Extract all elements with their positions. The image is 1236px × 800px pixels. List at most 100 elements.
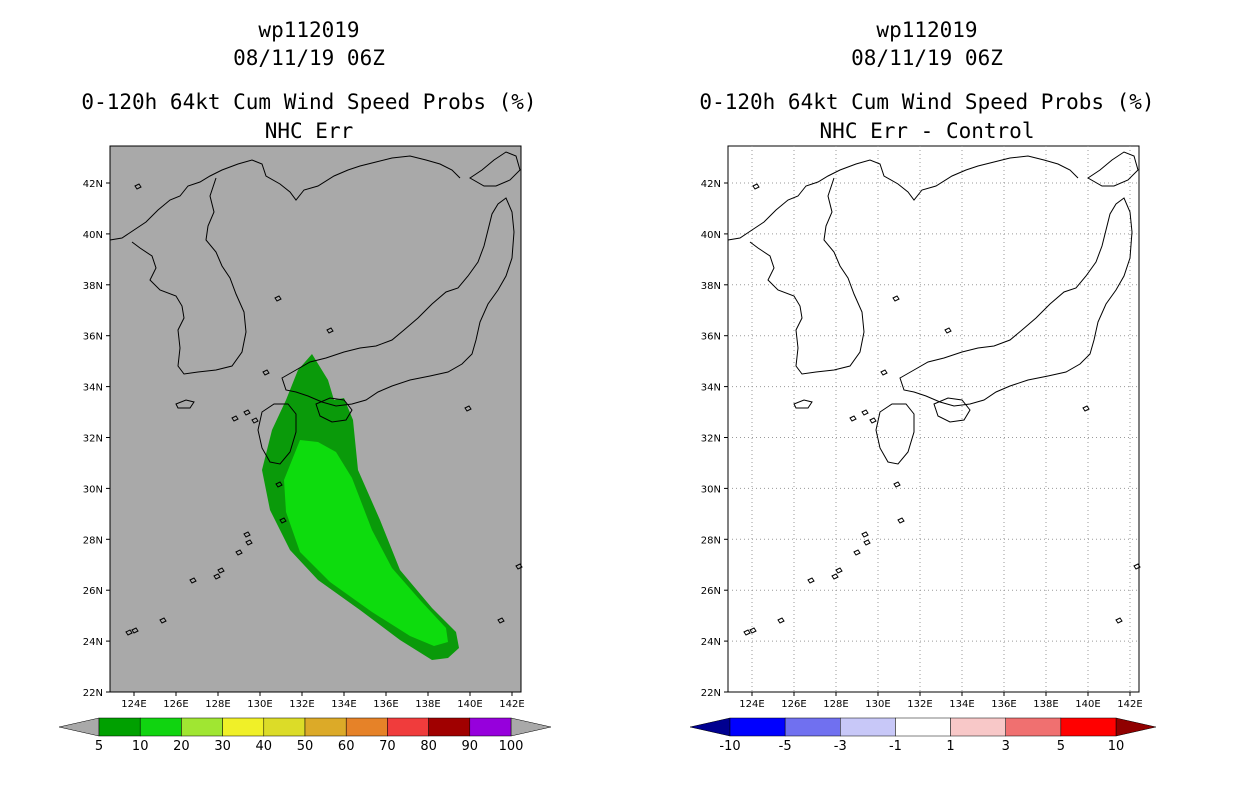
island bbox=[235, 549, 243, 556]
colorbar-label: 3 bbox=[1002, 739, 1010, 754]
island bbox=[831, 573, 839, 580]
colorbar-label: 10 bbox=[132, 739, 149, 754]
lat-label: 30N bbox=[701, 484, 721, 495]
lat-label: 36N bbox=[701, 332, 721, 343]
lat-label: 28N bbox=[701, 535, 721, 546]
island bbox=[125, 629, 133, 636]
lon-label: 138E bbox=[1033, 699, 1058, 710]
right-storm-id: wp112019 bbox=[876, 18, 978, 42]
island bbox=[515, 563, 523, 570]
island bbox=[1082, 405, 1090, 412]
island bbox=[893, 481, 901, 488]
island bbox=[880, 369, 888, 376]
island bbox=[849, 415, 857, 422]
colorbar-segment bbox=[1005, 717, 1062, 737]
island bbox=[1115, 617, 1123, 624]
lon-label: 142E bbox=[499, 699, 524, 710]
colorbar-label: -1 bbox=[889, 739, 902, 754]
lat-label: 22N bbox=[701, 688, 721, 699]
lon-label: 126E bbox=[163, 699, 188, 710]
lon-label: 134E bbox=[331, 699, 356, 710]
island bbox=[777, 617, 785, 624]
colorbar-segment bbox=[840, 717, 896, 737]
colorbar-label: 60 bbox=[338, 739, 355, 754]
island bbox=[279, 517, 287, 524]
coastline bbox=[175, 399, 195, 409]
lon-label: 128E bbox=[823, 699, 848, 710]
island bbox=[861, 409, 869, 416]
island bbox=[134, 183, 142, 190]
left-product-title: 0-120h 64kt Cum Wind Speed Probs (%) bbox=[81, 90, 537, 114]
island bbox=[262, 369, 270, 376]
lat-label: 34N bbox=[83, 383, 103, 394]
island bbox=[213, 573, 221, 580]
lat-label: 26N bbox=[701, 586, 721, 597]
lat-label: 32N bbox=[701, 434, 721, 445]
island bbox=[944, 327, 952, 334]
colorbar-label: -5 bbox=[779, 739, 792, 754]
island bbox=[853, 549, 861, 556]
coastline bbox=[315, 397, 353, 423]
colorbar-segment bbox=[345, 717, 388, 737]
lon-label: 130E bbox=[247, 699, 272, 710]
lat-label: 40N bbox=[83, 230, 103, 241]
lat-label: 42N bbox=[83, 179, 103, 190]
lat-label: 22N bbox=[83, 688, 103, 699]
lat-label: 38N bbox=[83, 281, 103, 292]
coastline bbox=[899, 197, 1133, 407]
colorbar-segment bbox=[304, 717, 347, 737]
island bbox=[743, 629, 751, 636]
island bbox=[464, 405, 472, 412]
lon-label: 124E bbox=[739, 699, 764, 710]
coastline bbox=[793, 399, 813, 409]
left-colorbar: 5 10 20 30 40 50 60 70 80 90 100 bbox=[58, 717, 552, 754]
island bbox=[275, 481, 283, 488]
right-date-time: 08/11/19 06Z bbox=[851, 46, 1003, 70]
coastline bbox=[875, 403, 915, 465]
colorbar-label: 90 bbox=[462, 739, 479, 754]
left-storm-id: wp112019 bbox=[258, 18, 360, 42]
right-axis-labels: 22N 24N 26N 28N 30N 32N 34N 36N 38N 40N 42N 124E 126… bbox=[701, 179, 1143, 710]
colorbar-label: -10 bbox=[719, 739, 740, 754]
colorbar-label: 50 bbox=[297, 739, 314, 754]
island bbox=[752, 183, 760, 190]
colorbar-label: 70 bbox=[379, 739, 396, 754]
colorbar-under-triangle bbox=[689, 717, 731, 737]
island bbox=[243, 531, 251, 538]
left-map: 22N 24N 26N 28N 30N 32N 34N 36N 38N 40N 42N 124E 126… bbox=[58, 145, 552, 754]
island bbox=[892, 295, 900, 302]
lat-label: 38N bbox=[701, 281, 721, 292]
left-date-time: 08/11/19 06Z bbox=[233, 46, 385, 70]
left-coastlines bbox=[109, 151, 523, 636]
coastline bbox=[257, 403, 297, 465]
lon-label: 132E bbox=[907, 699, 932, 710]
colorbar-segment bbox=[469, 717, 512, 737]
coastline bbox=[469, 151, 521, 187]
lon-label: 136E bbox=[373, 699, 398, 710]
colorbar-segment bbox=[181, 717, 223, 737]
lon-label: 140E bbox=[457, 699, 482, 710]
lat-label: 26N bbox=[83, 586, 103, 597]
colorbar-label: 5 bbox=[95, 739, 103, 754]
colorbar-under-triangle bbox=[58, 717, 100, 737]
lon-label: 140E bbox=[1075, 699, 1100, 710]
right-panel: wp112019 08/11/19 06Z 0-120h 64kt Cum Wi… bbox=[618, 0, 1236, 800]
island bbox=[189, 577, 197, 584]
colorbar-segment bbox=[98, 717, 141, 737]
island bbox=[326, 327, 334, 334]
right-subtitle: NHC Err - Control bbox=[819, 119, 1035, 143]
colorbar-segment bbox=[428, 717, 471, 737]
lon-label: 130E bbox=[865, 699, 890, 710]
island bbox=[807, 577, 815, 584]
colorbar-label: 30 bbox=[214, 739, 231, 754]
island bbox=[861, 531, 869, 538]
island bbox=[497, 617, 505, 624]
colorbar-segment bbox=[387, 717, 429, 737]
coastline bbox=[109, 155, 461, 241]
coastline bbox=[131, 177, 247, 375]
lon-label: 124E bbox=[121, 699, 146, 710]
coastline bbox=[1087, 151, 1139, 187]
lat-label: 24N bbox=[83, 637, 103, 648]
right-product-title: 0-120h 64kt Cum Wind Speed Probs (%) bbox=[699, 90, 1155, 114]
island bbox=[231, 415, 239, 422]
